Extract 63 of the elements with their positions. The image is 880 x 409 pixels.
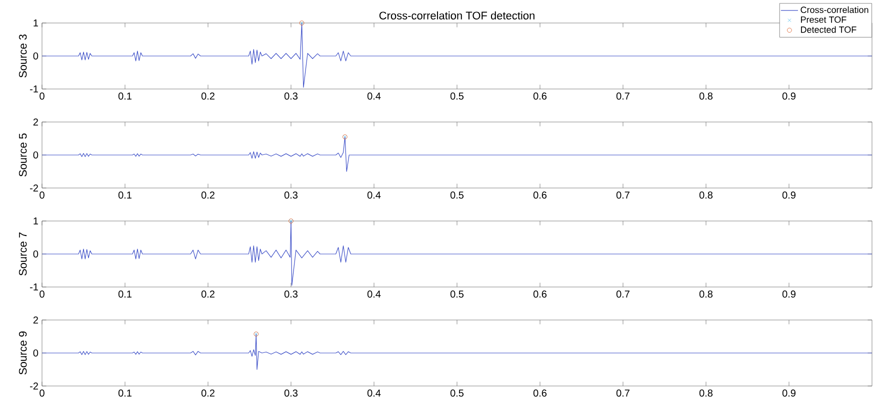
x-tick-label: 0.8	[699, 192, 713, 199]
x-tick-label: 0.8	[699, 390, 713, 397]
x-tick-label: 0.1	[118, 192, 132, 199]
y-tick-label: 2	[33, 118, 38, 126]
y-tick-label: -2	[30, 184, 38, 192]
line-series	[42, 220, 872, 286]
x-tick-label: 0.3	[284, 192, 298, 199]
y-tick-label: 0	[33, 52, 38, 60]
x-tick-label: 0.1	[118, 92, 132, 100]
x-tick-label: 0.7	[616, 92, 630, 100]
x-tick-label: 0.4	[367, 92, 381, 100]
y-tick-label: -1	[30, 86, 38, 92]
x-tick-label: 0.6	[533, 92, 547, 100]
y-tick-label: 0	[33, 250, 38, 258]
x-tick-label: 0.9	[782, 390, 796, 397]
y-tick-label: 2	[33, 316, 38, 324]
y-tick-label: 1	[34, 218, 38, 224]
x-tick-label: 0.9	[782, 92, 796, 100]
x-tick-label: 0.8	[699, 290, 713, 298]
chart-title: Cross-correlation TOF detection	[379, 11, 534, 20]
x-tick-label: 0.4	[367, 390, 381, 397]
x-tick-label: 0	[40, 390, 44, 397]
x-tick-label: 0.2	[201, 92, 214, 100]
x-tick-label: 0.3	[284, 92, 298, 100]
y-tick-label: 0	[33, 349, 38, 357]
x-tick-label: 0.3	[284, 290, 298, 298]
x-tick-label: 0.5	[450, 92, 464, 100]
y-axis-title: Source 9	[18, 332, 27, 374]
x-tick-label: 0	[40, 290, 44, 298]
x-tick-label: 0.7	[616, 192, 630, 199]
y-tick-label: 0	[33, 151, 38, 159]
x-tick-label: 0.3	[284, 390, 298, 397]
x-tick-label: 0.1	[118, 290, 132, 298]
y-tick-label: -1	[30, 284, 38, 290]
x-tick-label: 0.6	[533, 290, 547, 298]
x-tick-label: 0.7	[616, 290, 630, 298]
x-tick-label: 0.5	[450, 390, 464, 397]
legend-label: Preset TOF	[801, 16, 846, 23]
y-axis-title: Source 3	[18, 34, 27, 78]
x-tick-label: 0.9	[782, 192, 796, 199]
x-tick-label: 0.6	[533, 192, 547, 199]
x-tick-label: 0.8	[699, 92, 713, 100]
y-tick-label: 1	[34, 20, 38, 26]
line-series	[42, 136, 872, 172]
x-tick-label: 0.7	[616, 390, 630, 397]
x-tick-label: 0.5	[450, 290, 464, 298]
x-tick-label: 0	[40, 192, 44, 199]
y-tick-label: -2	[30, 382, 38, 390]
x-tick-label: 0.4	[367, 192, 381, 199]
line-series	[42, 334, 872, 370]
x-tick-label: 0.9	[782, 290, 796, 298]
x-tick-label: 0.2	[201, 192, 214, 199]
legend-label: Detected TOF	[801, 26, 856, 33]
x-tick-label: 0.4	[367, 290, 381, 298]
x-tick-label: 0.1	[118, 390, 132, 397]
x-tick-label: 0	[40, 92, 44, 100]
x-tick-label: 0.2	[201, 390, 214, 397]
legend-label: Cross-correlation	[800, 6, 868, 14]
x-tick-label: 0.2	[201, 290, 214, 298]
x-tick-label: 0.5	[450, 192, 464, 199]
y-axis-title: Source 7	[18, 232, 27, 276]
x-tick-label: 0.6	[533, 390, 547, 397]
y-axis-title: Source 5	[18, 133, 27, 177]
